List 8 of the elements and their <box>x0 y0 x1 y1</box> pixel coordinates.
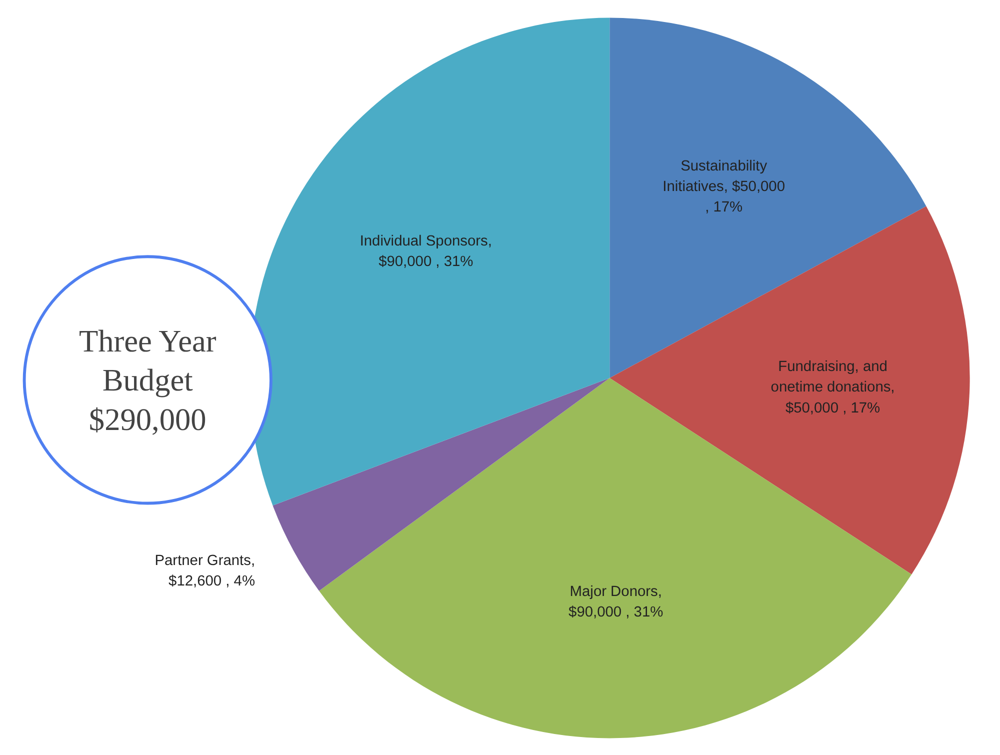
pie-slice <box>610 18 926 378</box>
slice-label: Fundraising, and onetime donations, $50,000 , 17% <box>770 359 895 416</box>
slice-label: Sustainability Initiatives, $50,000 , 17% <box>662 158 786 216</box>
pie-slice <box>319 378 912 738</box>
slice-label: Individual Sponsors, $90,000 , 31% <box>360 234 492 270</box>
slice-label: Major Donors, $90,000 , 31% <box>568 584 664 620</box>
slice-label: Partner Grants, $12,600 , 4% <box>154 552 256 590</box>
text: Three Year Budget $290,000 <box>78 324 217 437</box>
